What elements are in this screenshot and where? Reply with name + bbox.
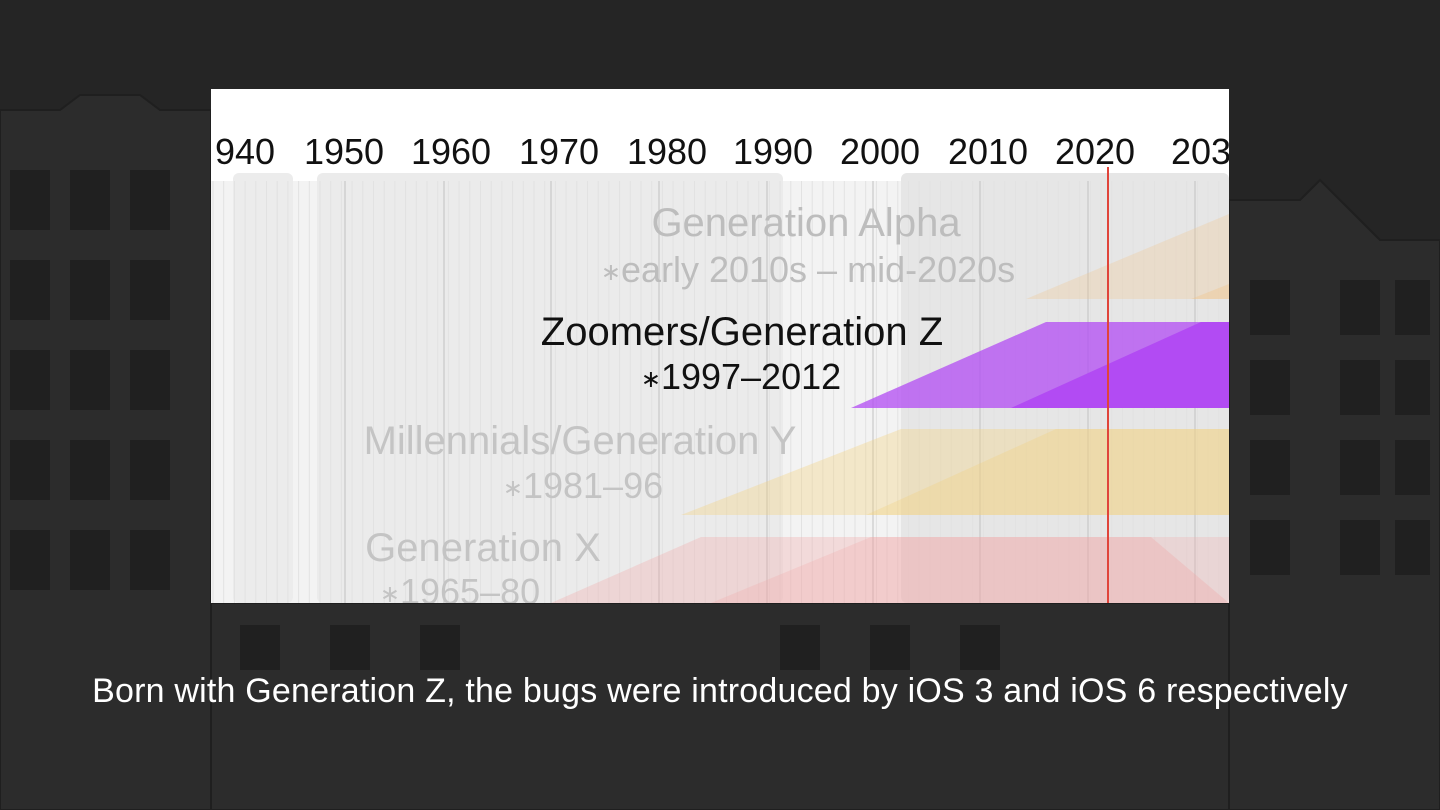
year-label: 2020: [1055, 131, 1135, 172]
generation-band-alpha: [1191, 284, 1229, 299]
timeline-header: [211, 89, 1229, 181]
year-label: 203: [1171, 131, 1229, 172]
year-label: 1990: [733, 131, 813, 172]
year-label: 1980: [627, 131, 707, 172]
year-label: 1970: [519, 131, 599, 172]
gen-alpha-range: ∗early 2010s – mid-2020s: [601, 249, 1015, 290]
gen-x-range: ∗1965–80: [380, 571, 540, 603]
birth-icon: ∗: [641, 366, 661, 393]
timeline-panel: 940 1950 1960 1970 1980 1990 2000 2010 2020 203 G…: [211, 89, 1229, 603]
year-label: 1950: [304, 131, 384, 172]
birth-icon: ∗: [380, 581, 400, 603]
gen-z-range: ∗1997–2012: [641, 356, 841, 397]
gen-y-name: Millennials/Generation Y: [364, 419, 797, 463]
year-label: 2010: [948, 131, 1028, 172]
gen-x-name: Generation X: [365, 526, 601, 570]
birth-icon: ∗: [503, 475, 523, 502]
generation-band-x: [551, 537, 1229, 603]
year-label: 940: [215, 131, 275, 172]
column-block: [317, 173, 783, 603]
column-block: [233, 173, 293, 603]
generation-band-y: [681, 429, 1229, 515]
gen-alpha-name: Generation Alpha: [651, 201, 961, 245]
generation-band-z: [1011, 322, 1229, 408]
generation-bands: [551, 214, 1229, 603]
gen-y-range: ∗1981–96: [503, 465, 663, 506]
generation-timeline: 940 1950 1960 1970 1980 1990 2000 2010 2020 203 G…: [211, 89, 1229, 603]
birth-icon: ∗: [601, 259, 621, 286]
generation-band-alpha: [1026, 214, 1229, 299]
year-axis: 940 1950 1960 1970 1980 1990 2000 2010 2020 203: [215, 131, 1229, 172]
generation-band-x: [711, 537, 1229, 603]
gen-z-name: Zoomers/Generation Z: [541, 310, 943, 354]
slide-caption: Born with Generation Z, the bugs were in…: [92, 672, 1348, 710]
generation-band-y: [866, 429, 1229, 515]
year-label: 1960: [411, 131, 491, 172]
year-label: 2000: [840, 131, 920, 172]
